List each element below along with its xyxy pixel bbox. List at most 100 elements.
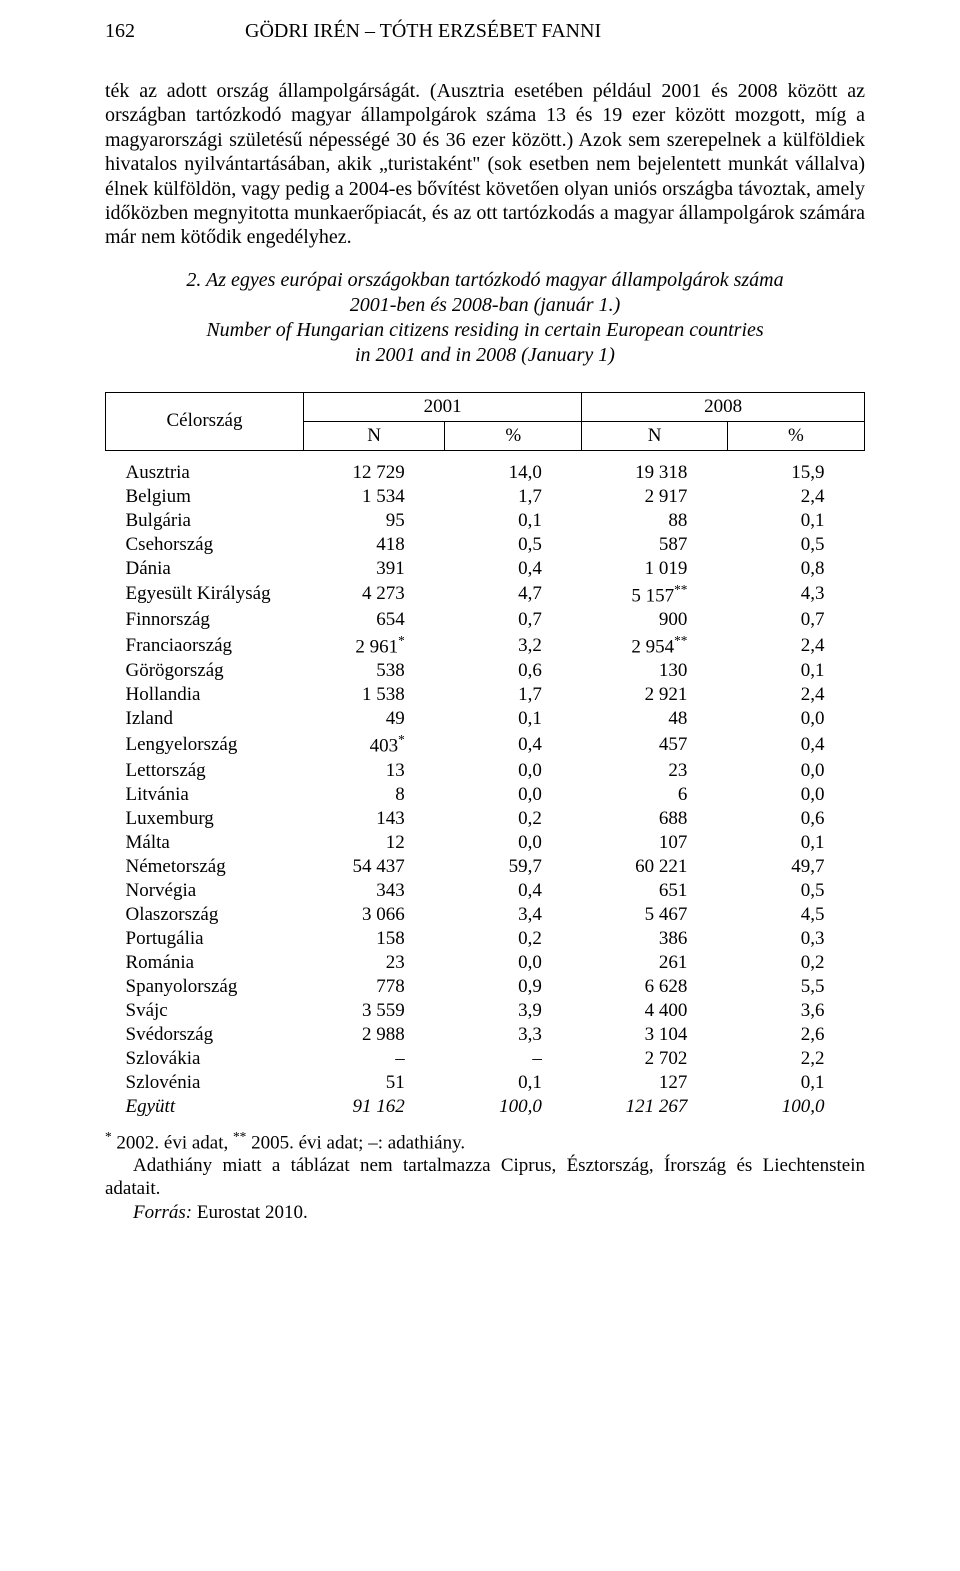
cell-value: 60 221 (582, 855, 728, 879)
cell-value: 3,9 (445, 999, 582, 1023)
table-row: Spanyolország7780,96 6285,5 (106, 975, 865, 999)
cell-country: Belgium (106, 485, 304, 509)
cell-value: 0,4 (445, 731, 582, 758)
cell-value: 5,5 (727, 975, 864, 999)
cell-country: Ausztria (106, 461, 304, 485)
table-row: Franciaország2 961*3,22 954**2,4 (106, 632, 865, 659)
th-2001: 2001 (303, 392, 581, 421)
footnote-marker: ** (674, 582, 687, 597)
cell-country: Németország (106, 855, 304, 879)
running-head: GÖDRI IRÉN – TÓTH ERZSÉBET FANNI (245, 20, 865, 43)
footnote-star-double: ** (233, 1129, 246, 1144)
cell-value: 0,4 (727, 731, 864, 758)
th-pct-2008: % (727, 421, 864, 450)
cell-country: Egyesült Királyság (106, 581, 304, 608)
table-row: Svájc3 5593,94 4003,6 (106, 999, 865, 1023)
cell-value: 2 988 (303, 1023, 444, 1047)
cell-country: Spanyolország (106, 975, 304, 999)
cell-value: 4 400 (582, 999, 728, 1023)
cell-value: 0,4 (445, 879, 582, 903)
cell-value: 88 (582, 509, 728, 533)
cell-value: 54 437 (303, 855, 444, 879)
table-row: Szlovákia––2 7022,2 (106, 1047, 865, 1071)
footnote-star-double-text: 2005. évi adat; –: adathiány. (246, 1132, 465, 1153)
footnote-missing: Adathiány miatt a táblázat nem tartalmaz… (105, 1154, 865, 1200)
cell-country: Szlovénia (106, 1071, 304, 1095)
cell-value: 100,0 (727, 1095, 864, 1119)
cell-value: 0,2 (445, 807, 582, 831)
table-row: Bulgária950,1880,1 (106, 509, 865, 533)
cell-value: 651 (582, 879, 728, 903)
cell-country: Svájc (106, 999, 304, 1023)
table-row: Dánia3910,41 0190,8 (106, 557, 865, 581)
table-row: Csehország4180,55870,5 (106, 533, 865, 557)
cell-country: Franciaország (106, 632, 304, 659)
body-paragraph: ték az adott ország állampolgárságát. (A… (105, 79, 865, 250)
cell-value: 0,8 (727, 557, 864, 581)
cell-value: 0,3 (727, 927, 864, 951)
cell-value: 0,5 (445, 533, 582, 557)
cell-value: 2,4 (727, 485, 864, 509)
footnote-marker: * (398, 732, 405, 747)
cell-value: 12 729 (303, 461, 444, 485)
cell-value: 2 702 (582, 1047, 728, 1071)
cell-value: 12 (303, 831, 444, 855)
cell-value: 0,1 (445, 509, 582, 533)
table-row: Lengyelország403*0,44570,4 (106, 731, 865, 758)
cell-value: 5 467 (582, 903, 728, 927)
cell-value: 1 538 (303, 683, 444, 707)
cell-value: 4 273 (303, 581, 444, 608)
cell-value: 23 (303, 951, 444, 975)
cell-country: Románia (106, 951, 304, 975)
cell-value: 3,3 (445, 1023, 582, 1047)
cell-value: 6 (582, 783, 728, 807)
footnote-marker: ** (674, 633, 687, 648)
data-table: Célország 2001 2008 N % N % Ausztria12 7… (105, 392, 865, 1119)
cell-value: 457 (582, 731, 728, 758)
caption-en-line2: in 2001 and in 2008 (January 1) (355, 344, 615, 366)
cell-value: 3,4 (445, 903, 582, 927)
cell-value: 1,7 (445, 683, 582, 707)
cell-value: 49,7 (727, 855, 864, 879)
cell-country: Svédország (106, 1023, 304, 1047)
page-header: 162 GÖDRI IRÉN – TÓTH ERZSÉBET FANNI (105, 20, 865, 43)
cell-value: 261 (582, 951, 728, 975)
cell-value: 2 921 (582, 683, 728, 707)
cell-value: 900 (582, 608, 728, 632)
cell-value: 0,9 (445, 975, 582, 999)
cell-country: Litvánia (106, 783, 304, 807)
cell-country: Lengyelország (106, 731, 304, 758)
th-2008: 2008 (582, 392, 865, 421)
cell-country: Görögország (106, 659, 304, 683)
cell-value: 0,0 (445, 783, 582, 807)
cell-country: Finnország (106, 608, 304, 632)
cell-value: 59,7 (445, 855, 582, 879)
table-row: Litvánia80,060,0 (106, 783, 865, 807)
table-head: Célország 2001 2008 N % N % (106, 392, 865, 450)
cell-country: Olaszország (106, 903, 304, 927)
cell-value: 0,5 (727, 879, 864, 903)
table-row: Hollandia1 5381,72 9212,4 (106, 683, 865, 707)
footnote-source: Forrás: Eurostat 2010. (105, 1201, 865, 1224)
table-row: Görögország5380,61300,1 (106, 659, 865, 683)
cell-value: 51 (303, 1071, 444, 1095)
cell-value: 0,2 (727, 951, 864, 975)
cell-value: 0,7 (727, 608, 864, 632)
cell-value: 0,1 (445, 707, 582, 731)
cell-country: Szlovákia (106, 1047, 304, 1071)
cell-country: Együtt (106, 1095, 304, 1119)
cell-country: Lettország (106, 759, 304, 783)
cell-value: 23 (582, 759, 728, 783)
table-row: Finnország6540,79000,7 (106, 608, 865, 632)
cell-value: 100,0 (445, 1095, 582, 1119)
cell-value: 2,6 (727, 1023, 864, 1047)
cell-value: 403* (303, 731, 444, 758)
cell-value: 0,0 (727, 707, 864, 731)
source-text: Eurostat 2010. (192, 1202, 308, 1223)
page: 162 GÖDRI IRÉN – TÓTH ERZSÉBET FANNI ték… (0, 0, 960, 1254)
table-body: Ausztria12 72914,019 31815,9Belgium1 534… (106, 450, 865, 1118)
cell-value: 0,0 (445, 759, 582, 783)
cell-value: 418 (303, 533, 444, 557)
table-row: Egyesült Királyság4 2734,75 157**4,3 (106, 581, 865, 608)
table-row: Románia230,02610,2 (106, 951, 865, 975)
